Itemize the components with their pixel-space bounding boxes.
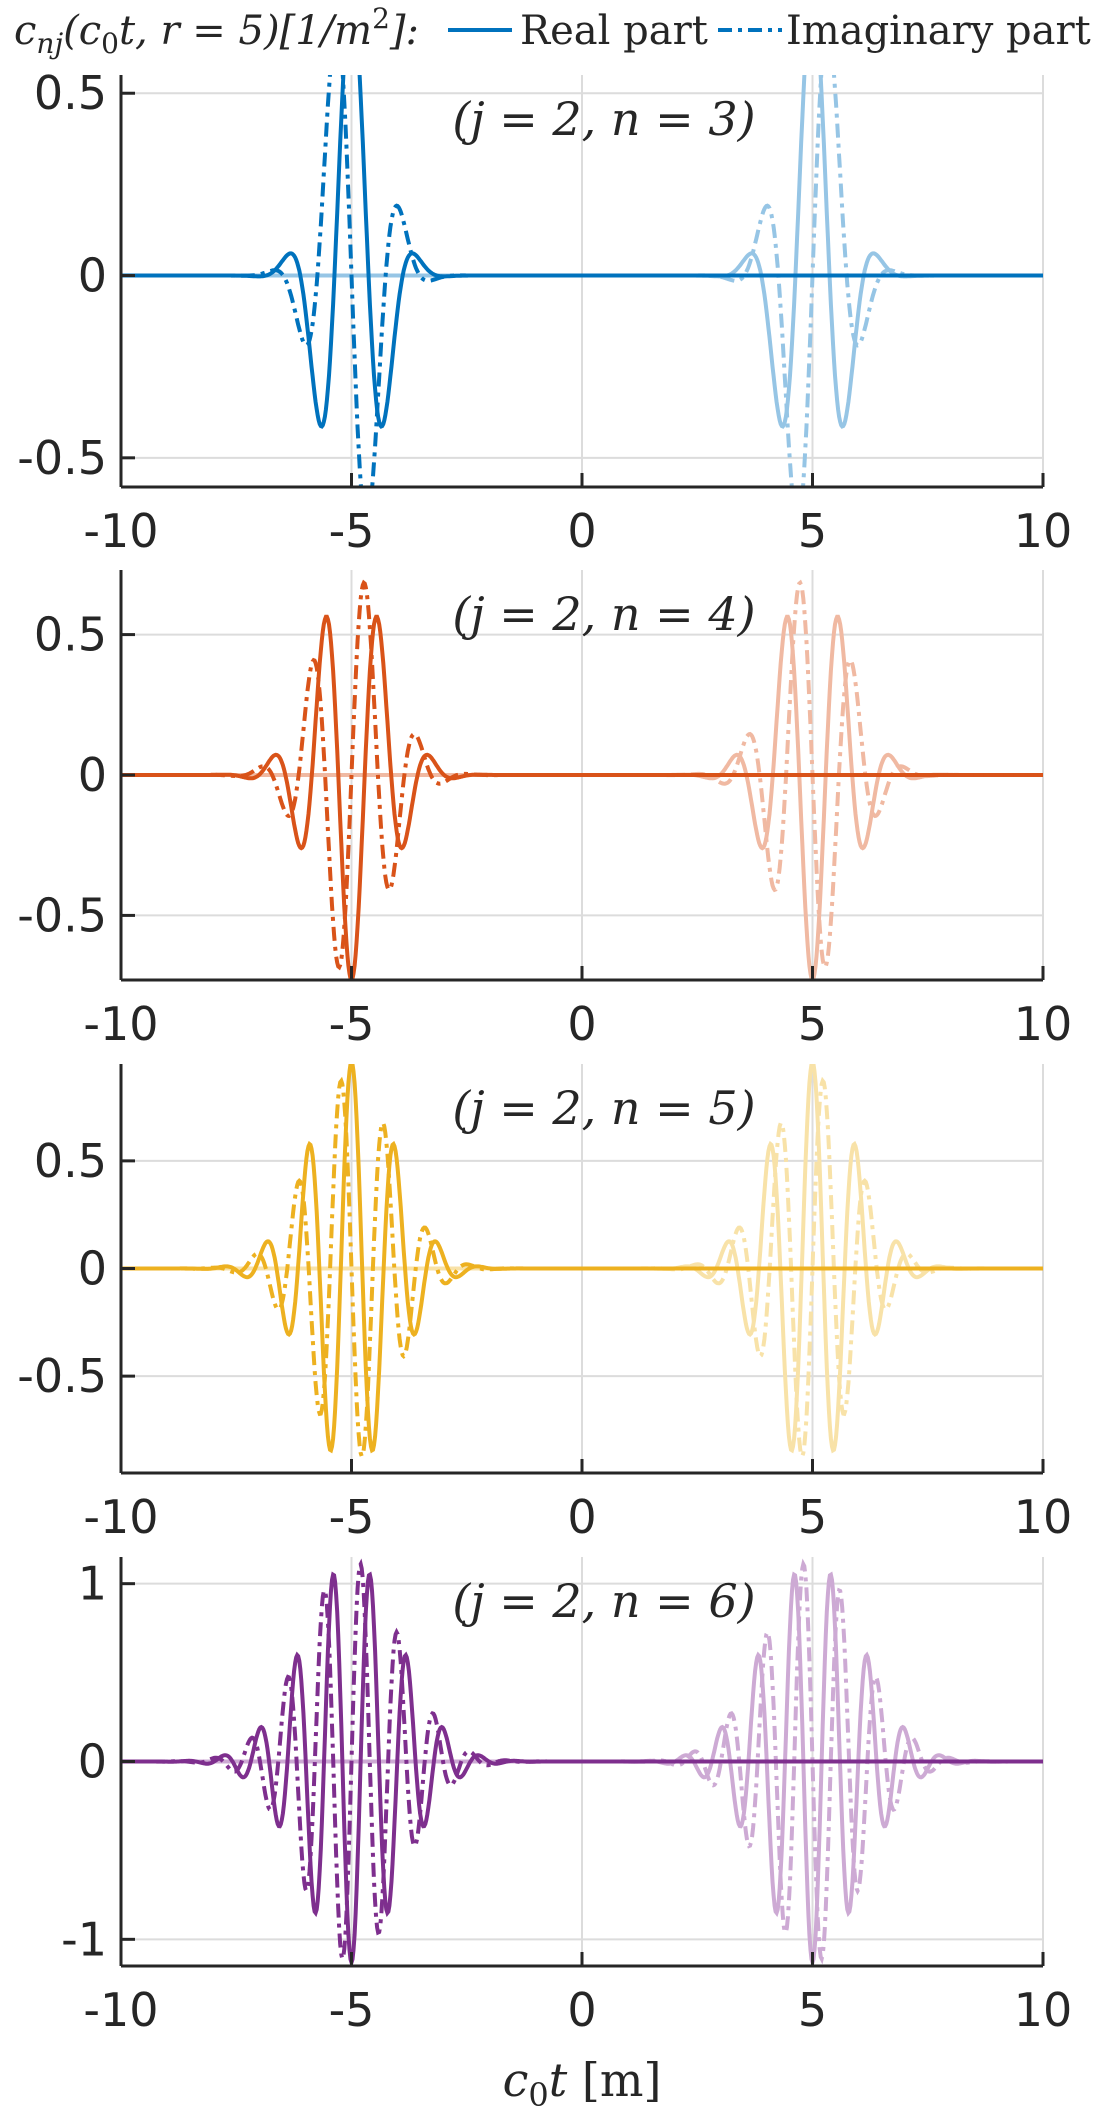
y-tick-label: 0 <box>78 1735 107 1789</box>
x-tick-label: 5 <box>798 997 827 1051</box>
curves <box>121 1064 1043 1461</box>
x-tick-label: -10 <box>83 1983 158 2037</box>
x-tick-label: 0 <box>567 504 596 558</box>
y-tick-label: 0.5 <box>34 66 107 120</box>
x-tick-label: -5 <box>329 1983 375 2037</box>
y-tick-label: 0.5 <box>34 1134 107 1188</box>
legend: cnj(c0t, r = 5)[1/m2]: Real part Imagina… <box>14 2 1091 60</box>
series-imag-left <box>121 1076 1043 1461</box>
x-tick-label: 10 <box>1014 997 1073 1051</box>
x-tick-label: 5 <box>798 1983 827 2037</box>
curves <box>121 579 1043 980</box>
y-tick-label: -1 <box>61 1912 107 1966</box>
legend-label: cnj(c0t, r = 5)[1/m2]: <box>14 2 419 60</box>
series-imag-left <box>121 1558 1043 1965</box>
curves <box>121 1558 1043 1966</box>
x-tick-label: 0 <box>567 1490 596 1544</box>
panel-n5: -10 -5 0 5 10 -0.5 0 0.5 (j = 2, n = 5) <box>17 1064 1072 1544</box>
panel-annotation: (j = 2, n = 5) <box>452 1081 755 1135</box>
x-tick-label: 5 <box>798 504 827 558</box>
x-tick-label: -10 <box>83 997 158 1051</box>
y-tick-label: -0.5 <box>17 431 107 485</box>
y-tick-label: -0.5 <box>17 1349 107 1403</box>
y-tick-label: 1 <box>78 1557 107 1611</box>
x-tick-label: -10 <box>83 504 158 558</box>
legend-imag-label: Imaginary part <box>786 8 1091 54</box>
axes: -10 -5 0 5 10 -0.5 0 0.5 <box>17 66 1072 558</box>
x-tick-label: 5 <box>798 1490 827 1544</box>
y-tick-label: 0 <box>78 1242 107 1296</box>
x-tick-label: -10 <box>83 1490 158 1544</box>
y-tick-label: 0 <box>78 249 107 303</box>
panel-n4: -10 -5 0 5 10 -0.5 0 0.5 (j = 2, n = 4) <box>17 570 1072 1051</box>
panel-annotation: (j = 2, n = 3) <box>452 92 755 146</box>
axes: -10 -5 0 5 10 -0.5 0 0.5 <box>17 1064 1072 1544</box>
y-tick-label: 0 <box>78 748 107 802</box>
x-tick-label: -5 <box>329 1490 375 1544</box>
series-imag-left <box>121 75 1043 487</box>
series-real-left <box>121 614 1043 980</box>
x-tick-label: -5 <box>329 997 375 1051</box>
x-tick-label: 10 <box>1014 504 1073 558</box>
x-tick-label: 0 <box>567 997 596 1051</box>
x-tick-label: 10 <box>1014 1490 1073 1544</box>
panel-annotation: (j = 2, n = 4) <box>452 587 755 641</box>
x-tick-label: 10 <box>1014 1983 1073 2037</box>
x-tick-label: -5 <box>329 504 375 558</box>
panel-annotation: (j = 2, n = 6) <box>452 1574 755 1628</box>
y-tick-label: -0.5 <box>17 888 107 942</box>
axes: -10 -5 0 5 10-101 <box>61 1557 1072 2037</box>
curves <box>121 75 1043 487</box>
axes: -10 -5 0 5 10 -0.5 0 0.5 <box>17 570 1072 1051</box>
x-axis-label: c0t [m] <box>503 2053 662 2114</box>
legend-real-label: Real part <box>520 8 708 54</box>
panel-n6: -10 -5 0 5 10-101 (j = 2, n = 6) <box>61 1557 1072 2037</box>
y-tick-label: 0.5 <box>34 608 107 662</box>
x-tick-label: 0 <box>567 1983 596 2037</box>
panels: -10 -5 0 5 10-0.500.5 (j = 2, n = 3)-10 -5 0 5 10… <box>17 66 1072 2037</box>
panel-n3: -10 -5 0 5 10 -0.5 0 0.5 (j = 2, n = 3) <box>17 66 1072 558</box>
